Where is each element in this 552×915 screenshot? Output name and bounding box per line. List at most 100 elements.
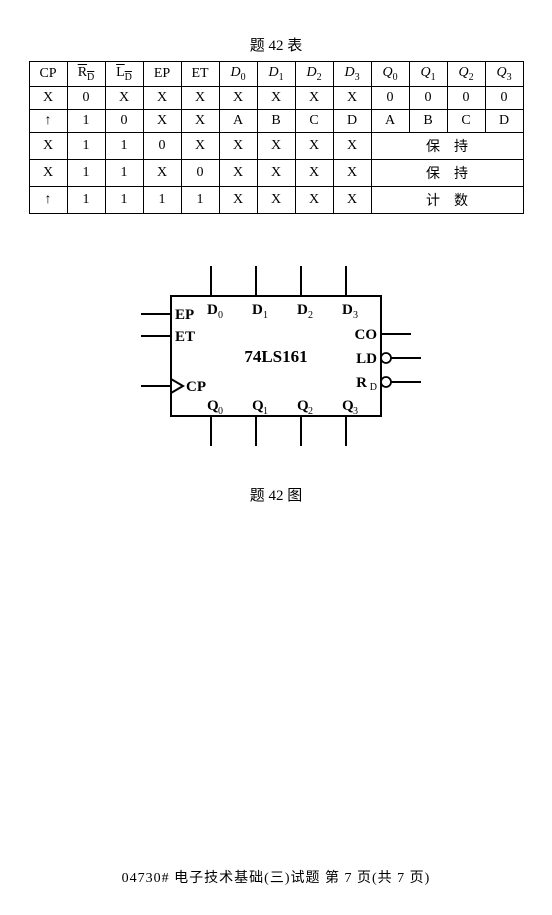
cell-merged: 保 持 [371, 132, 523, 159]
cell: ↑ [29, 186, 67, 213]
cell: C [447, 109, 485, 132]
table-row: X 0 X X X X X X X 0 0 0 0 [29, 86, 523, 109]
cell: X [143, 86, 181, 109]
figure-caption: 题 42 图 [20, 484, 532, 505]
cell: X [333, 86, 371, 109]
th-q2: Q2 [447, 62, 485, 87]
cell: 1 [67, 132, 105, 159]
cell: 0 [105, 109, 143, 132]
cell: 1 [181, 186, 219, 213]
cell: X [295, 186, 333, 213]
th-d3: D3 [333, 62, 371, 87]
cell: 1 [105, 186, 143, 213]
cell: X [257, 159, 295, 186]
cell: X [219, 86, 257, 109]
cell: 1 [67, 159, 105, 186]
table-row: X 1 1 X 0 X X X X 保 持 [29, 159, 523, 186]
chip-diagram: 74LS161D0D1D2D3Q0Q1Q2Q3EPETCPCOLDRD [121, 256, 431, 466]
th-q0: Q0 [371, 62, 409, 87]
cell: B [257, 109, 295, 132]
cell: A [219, 109, 257, 132]
cell: B [409, 109, 447, 132]
cell: ↑ [29, 109, 67, 132]
cell: X [295, 86, 333, 109]
cell: D [333, 109, 371, 132]
cell: X [333, 159, 371, 186]
svg-text:D: D [370, 382, 377, 393]
cell: X [29, 159, 67, 186]
svg-text:CO: CO [355, 327, 378, 343]
svg-text:LD: LD [356, 351, 377, 367]
table-row: X 1 1 0 X X X X X 保 持 [29, 132, 523, 159]
cell: X [29, 86, 67, 109]
page-footer: 04730# 电子技术基础(三)试题 第 7 页(共 7 页) [0, 867, 552, 887]
cell: X [333, 132, 371, 159]
cell: 1 [67, 186, 105, 213]
cell: 0 [181, 159, 219, 186]
cell: 0 [67, 86, 105, 109]
cell: X [295, 159, 333, 186]
cell: 0 [447, 86, 485, 109]
cell: X [181, 109, 219, 132]
cell: X [219, 186, 257, 213]
cell: X [257, 132, 295, 159]
cell: X [105, 86, 143, 109]
svg-text:ET: ET [175, 329, 195, 345]
svg-text:D: D [252, 302, 263, 318]
th-d2: D2 [295, 62, 333, 87]
svg-text:2: 2 [308, 310, 313, 321]
cell: X [143, 159, 181, 186]
svg-text:EP: EP [175, 307, 194, 323]
svg-text:3: 3 [353, 406, 358, 417]
svg-text:CP: CP [186, 379, 206, 395]
cell: 0 [371, 86, 409, 109]
cell: X [181, 132, 219, 159]
svg-text:3: 3 [353, 310, 358, 321]
svg-text:1: 1 [263, 310, 268, 321]
cell: D [485, 109, 523, 132]
table-caption: 题 42 表 [20, 34, 532, 55]
th-ld: LD [105, 62, 143, 87]
cell: 0 [409, 86, 447, 109]
th-cp: CP [29, 62, 67, 87]
cell: A [371, 109, 409, 132]
th-rd: RD [67, 62, 105, 87]
cell-merged: 保 持 [371, 159, 523, 186]
cell: X [219, 132, 257, 159]
cell: 1 [67, 109, 105, 132]
svg-text:2: 2 [308, 406, 313, 417]
cell-merged: 计 数 [371, 186, 523, 213]
svg-text:0: 0 [218, 406, 223, 417]
th-et: ET [181, 62, 219, 87]
table-header-row: CP RD LD EP ET D0 D1 D2 D3 Q0 Q1 Q2 Q3 [29, 62, 523, 87]
th-d1: D1 [257, 62, 295, 87]
cell: C [295, 109, 333, 132]
cell: X [29, 132, 67, 159]
cell: 0 [485, 86, 523, 109]
cell: X [295, 132, 333, 159]
svg-text:74LS161: 74LS161 [244, 347, 307, 366]
th-ep: EP [143, 62, 181, 87]
truth-table: CP RD LD EP ET D0 D1 D2 D3 Q0 Q1 Q2 Q3 X… [29, 61, 524, 214]
table-row: ↑ 1 1 1 1 X X X X 计 数 [29, 186, 523, 213]
svg-text:D: D [207, 302, 218, 318]
cell: 1 [105, 159, 143, 186]
cell: 1 [143, 186, 181, 213]
svg-text:0: 0 [218, 310, 223, 321]
svg-text:R: R [356, 375, 367, 391]
cell: 0 [143, 132, 181, 159]
th-q3: Q3 [485, 62, 523, 87]
cell: X [181, 86, 219, 109]
cell: X [333, 186, 371, 213]
th-d0: D0 [219, 62, 257, 87]
cell: 1 [105, 132, 143, 159]
cell: X [257, 186, 295, 213]
table-row: ↑ 1 0 X X A B C D A B C D [29, 109, 523, 132]
cell: X [257, 86, 295, 109]
th-q1: Q1 [409, 62, 447, 87]
svg-text:D: D [342, 302, 353, 318]
svg-text:1: 1 [263, 406, 268, 417]
cell: X [143, 109, 181, 132]
cell: X [219, 159, 257, 186]
svg-text:D: D [297, 302, 308, 318]
